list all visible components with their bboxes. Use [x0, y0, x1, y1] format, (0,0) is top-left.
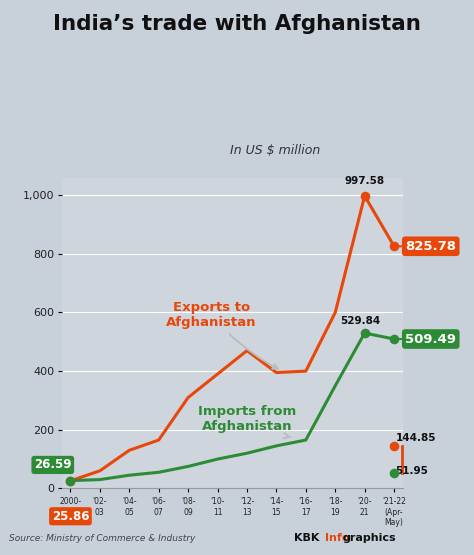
Text: 529.84: 529.84 [340, 316, 380, 326]
Point [390, 441, 398, 450]
Text: Source: Ministry of Commerce & Industry: Source: Ministry of Commerce & Industry [9, 534, 196, 543]
Text: India’s trade with Afghanistan: India’s trade with Afghanistan [53, 14, 421, 34]
Text: Imports from
Afghanistan: Imports from Afghanistan [198, 406, 296, 438]
Text: 144.85: 144.85 [395, 433, 436, 443]
Text: 25.86: 25.86 [52, 509, 89, 523]
Text: Info: Info [325, 533, 349, 543]
Text: 825.78: 825.78 [405, 240, 456, 253]
Text: KBK: KBK [294, 533, 323, 543]
Text: 509.49: 509.49 [405, 332, 456, 346]
Point [67, 476, 74, 485]
Text: 997.58: 997.58 [345, 176, 385, 186]
Point [390, 242, 398, 251]
Text: 51.95: 51.95 [395, 466, 428, 476]
Point [390, 335, 398, 344]
Text: Exports to
Afghanistan: Exports to Afghanistan [166, 301, 278, 369]
Text: graphics: graphics [342, 533, 396, 543]
Point [390, 469, 398, 478]
Point [361, 191, 368, 200]
Text: 26.59: 26.59 [34, 458, 72, 471]
Point [67, 476, 74, 485]
Text: In US $ million: In US $ million [230, 144, 320, 157]
Point [361, 329, 368, 337]
